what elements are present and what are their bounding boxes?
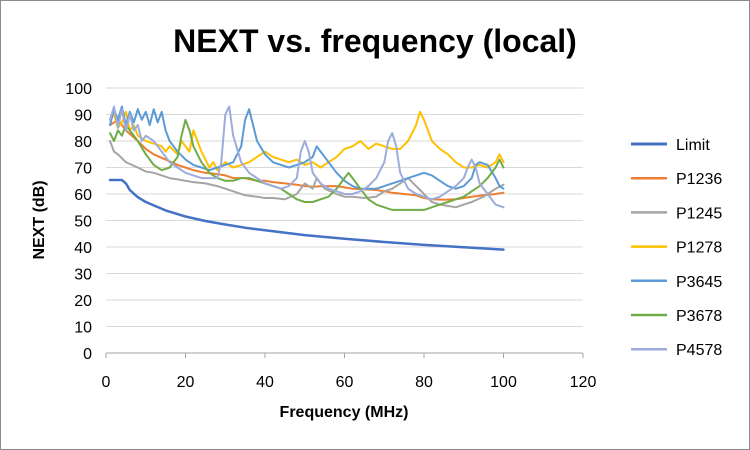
series-line-p1278 xyxy=(109,110,505,172)
y-tick-label: 80 xyxy=(74,134,92,151)
y-tick-label: 90 xyxy=(74,108,92,125)
x-tick-label: 60 xyxy=(336,374,354,391)
y-tick-label: 50 xyxy=(74,214,92,231)
x-tick-label: 120 xyxy=(570,374,597,391)
y-axis-label: NEXT (dB) xyxy=(31,180,48,259)
y-tick-label: 60 xyxy=(74,187,92,204)
chart-title: NEXT vs. frequency (local) xyxy=(173,23,577,59)
y-tick-label: 0 xyxy=(83,346,92,363)
legend-label-p1245: P1245 xyxy=(676,205,722,222)
y-tick-label: 100 xyxy=(65,81,92,98)
x-tick-label: 80 xyxy=(415,374,433,391)
legend: Limit P1236 P1245 P1278 P3645 P3678 P4578 xyxy=(631,137,722,359)
series-line-p4578 xyxy=(109,105,505,209)
series-line-p3678 xyxy=(109,118,505,211)
x-axis-label: Frequency (MHz) xyxy=(280,404,409,421)
x-tick-label: 40 xyxy=(256,374,274,391)
y-tick-label: 40 xyxy=(74,240,92,257)
tick-labels: 0 10 20 30 40 50 60 70 80 90 100 0 20 40 60 80 100 120 xyxy=(65,81,596,391)
x-tick-label: 0 xyxy=(102,374,111,391)
x-tick-label: 20 xyxy=(177,374,195,391)
series-line-p3645 xyxy=(109,105,505,190)
y-tick-label: 20 xyxy=(74,293,92,310)
y-tick-label: 30 xyxy=(74,267,92,284)
legend-label-p3645: P3645 xyxy=(676,274,722,291)
series-line-p1245 xyxy=(109,140,505,209)
legend-label-p1236: P1236 xyxy=(676,171,722,188)
x-tick-label: 100 xyxy=(490,374,517,391)
y-tick-label: 70 xyxy=(74,161,92,178)
y-tick-label: 10 xyxy=(74,320,92,337)
legend-label-p3678: P3678 xyxy=(676,308,722,325)
legend-label-p1278: P1278 xyxy=(676,240,722,257)
plot-area xyxy=(108,105,505,251)
gridlines xyxy=(106,87,583,327)
legend-label-limit: Limit xyxy=(676,137,710,154)
axes xyxy=(105,352,584,358)
series-line-limit xyxy=(108,178,505,251)
legend-label-p4578: P4578 xyxy=(676,342,722,359)
